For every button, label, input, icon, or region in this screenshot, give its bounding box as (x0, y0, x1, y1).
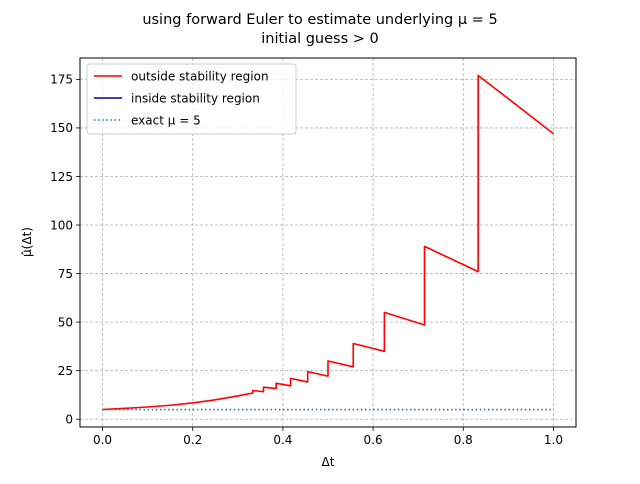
y-tick-label: 0 (65, 413, 73, 427)
y-tick-label: 75 (58, 267, 73, 281)
x-tick-label: 0.8 (454, 433, 473, 447)
legend-label-inside: inside stability region (131, 92, 260, 106)
x-tick-label: 0.0 (93, 433, 112, 447)
y-tick-label: 175 (50, 73, 73, 87)
chart-title-line-1: using forward Euler to estimate underlyi… (142, 12, 497, 28)
y-tick-label: 100 (50, 218, 73, 232)
legend-box (86, 63, 297, 135)
plot-area-frame (79, 57, 577, 428)
series-layer (102, 74, 554, 411)
x-tick-label: 0.6 (364, 433, 383, 447)
legend: outside stability region inside stabilit… (86, 63, 297, 135)
legend-label-outside: outside stability region (131, 70, 269, 84)
x-axis-ticks: 0.0 0.2 0.4 0.6 0.8 1.0 (93, 427, 563, 447)
y-tick-label: 50 (58, 315, 73, 329)
series-line-outside-stability-region (102, 74, 554, 411)
y-tick-label: 25 (58, 364, 73, 378)
x-tick-label: 0.2 (183, 433, 202, 447)
y-axis-label: μ̂(Δt) (20, 227, 34, 257)
y-axis-ticks: 0 25 50 75 100 125 150 175 (50, 73, 80, 427)
y-tick-label: 150 (50, 121, 73, 135)
x-tick-label: 1.0 (544, 433, 563, 447)
legend-label-exact: exact μ = 5 (131, 114, 201, 128)
chart-title-line-2: initial guess > 0 (261, 31, 379, 47)
x-tick-label: 0.4 (273, 433, 292, 447)
x-axis-label: Δt (322, 455, 335, 469)
y-tick-label: 125 (50, 170, 73, 184)
